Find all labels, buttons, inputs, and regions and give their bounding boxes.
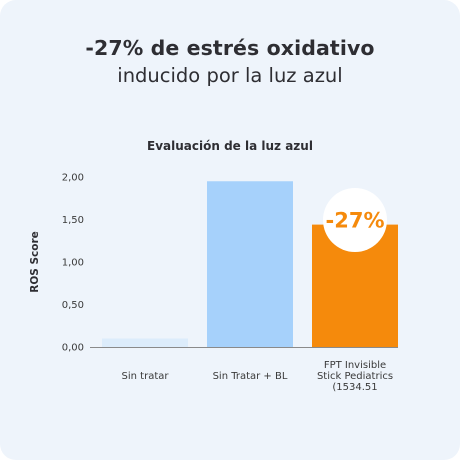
chart-title: Evaluación de la luz azul — [147, 139, 313, 153]
category-label: FPT Invisible Stick Pediatrics (1534.51 — [317, 360, 393, 393]
bar — [102, 338, 188, 347]
reduction-badge-text: -27% — [326, 209, 385, 233]
bar — [207, 181, 293, 347]
headline: -27% de estrés oxidativo — [85, 36, 375, 60]
y-tick-label: 1,50 — [62, 215, 84, 226]
reduction-badge — [323, 188, 387, 252]
y-tick-label: 0,00 — [62, 343, 84, 354]
subheadline: inducido por la luz azul — [117, 64, 343, 87]
y-tick-label: 1,00 — [62, 258, 84, 269]
y-axis-label: ROS Score — [29, 231, 41, 293]
y-tick-label: 0,50 — [62, 300, 84, 311]
y-tick-label: 2,00 — [62, 173, 84, 184]
category-label: Sin tratar — [122, 371, 170, 382]
category-label: Sin Tratar + BL — [213, 371, 288, 382]
